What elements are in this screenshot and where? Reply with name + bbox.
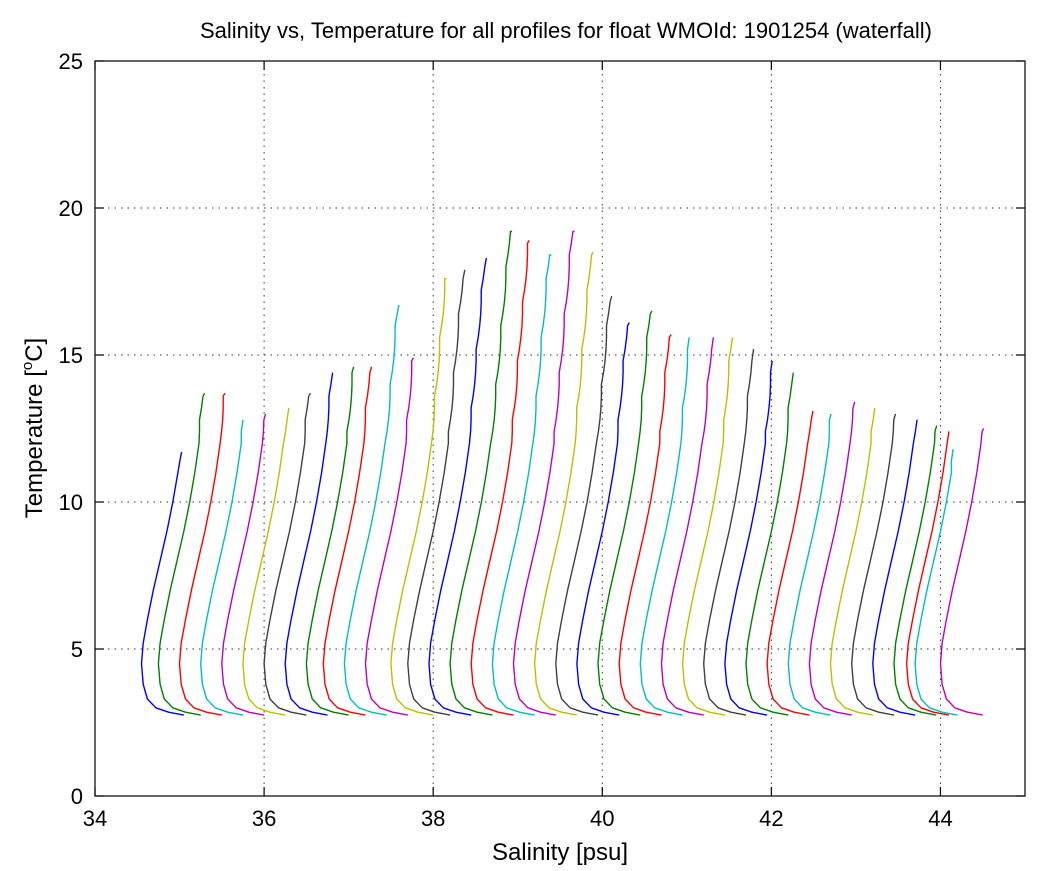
profile-line (905, 431, 950, 716)
profile-line (242, 407, 290, 716)
x-tick-label: 38 (421, 806, 445, 831)
profile-line (681, 337, 734, 716)
profile-line (428, 257, 488, 716)
profile-line (140, 451, 184, 716)
profile-line (914, 448, 958, 716)
x-tick-label: 40 (590, 806, 614, 831)
profile-line (893, 425, 938, 716)
profile-line (305, 366, 355, 716)
profile-line (221, 413, 267, 716)
profile-line (343, 304, 400, 716)
y-axis-label-superscript: o (19, 362, 36, 370)
x-tick-label: 44 (928, 806, 952, 831)
y-axis-label-suffix: C] (21, 338, 48, 362)
profile-line (449, 230, 513, 716)
grid-lines (95, 61, 1025, 796)
y-axis-label-prefix: Temperature [ (21, 370, 48, 518)
profile-line (533, 251, 594, 716)
y-tick-label: 10 (59, 490, 83, 515)
profile-line (851, 413, 897, 716)
profile-line (470, 239, 530, 716)
x-tick-label: 34 (83, 806, 107, 831)
profile-line (364, 357, 415, 716)
chart-title: Salinity vs, Temperature for all profile… (200, 18, 932, 43)
profile-line (157, 392, 206, 716)
profile-line (555, 296, 613, 716)
y-tick-label: 0 (71, 784, 83, 809)
axes-box (94, 60, 1026, 797)
y-axis-label: Temperature [oC] (19, 338, 48, 518)
tick-marks (94, 60, 1025, 797)
profile-line (284, 372, 334, 716)
profile-line (200, 419, 244, 716)
profile-line (639, 337, 690, 716)
y-tick-labels: 0 5 10 15 20 25 (59, 49, 83, 809)
profile-line (512, 230, 575, 716)
y-tick-label: 15 (59, 343, 83, 368)
profile-line (808, 401, 856, 716)
y-tick-label: 5 (71, 637, 83, 662)
profile-lines (140, 230, 985, 716)
profile-line (660, 337, 715, 716)
profile-line (787, 413, 832, 716)
x-tick-labels: 34 36 38 40 42 44 (83, 806, 953, 831)
profile-line (407, 269, 466, 716)
profile-line (178, 392, 226, 716)
profile-line (939, 428, 985, 716)
x-axis-label: Salinity [psu] (492, 839, 628, 866)
profile-line (263, 392, 312, 716)
y-tick-label: 20 (59, 196, 83, 221)
profile-line (745, 372, 794, 716)
profile-line (829, 407, 876, 716)
x-tick-label: 42 (759, 806, 783, 831)
x-tick-label: 36 (252, 806, 276, 831)
profile-line (766, 410, 814, 716)
profile-line (390, 277, 447, 716)
profile-line (724, 360, 773, 716)
y-tick-label: 25 (59, 49, 83, 74)
profile-line (491, 254, 552, 716)
profile-line (703, 349, 755, 716)
profile-line (322, 366, 373, 716)
profile-line (597, 310, 653, 716)
profile-line (618, 334, 672, 716)
profile-line (872, 419, 918, 716)
profile-line (576, 322, 630, 716)
